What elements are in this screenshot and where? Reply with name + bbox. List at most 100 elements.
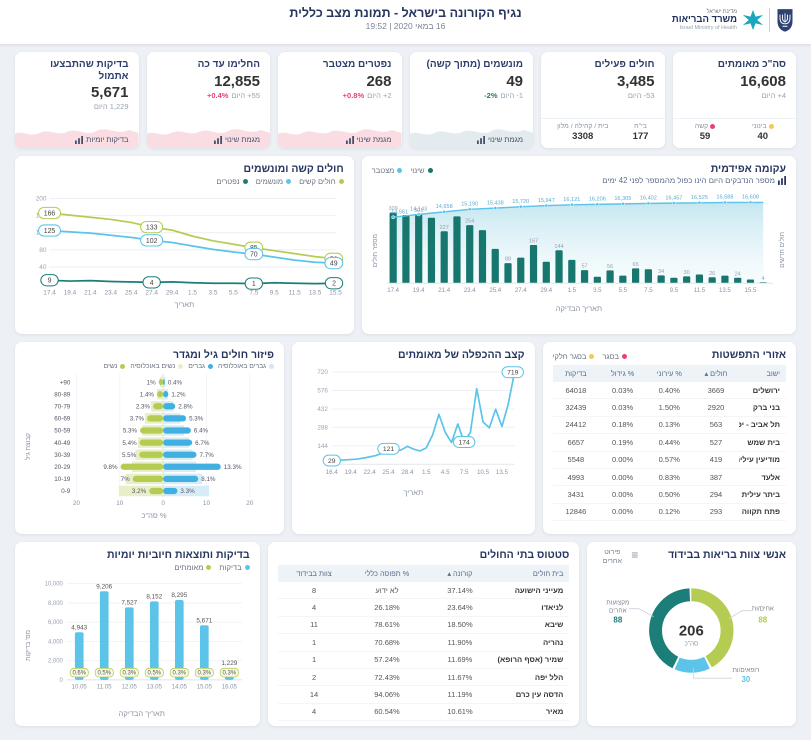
spread-row-6[interactable]: ביתר עילית 294 0.50% 0.00% 3431 [552, 485, 786, 504]
epi-bar-23[interactable] [682, 276, 690, 284]
kpi-trend-button[interactable]: בדיקות יומיות [75, 135, 129, 144]
line-dot[interactable] [518, 204, 523, 209]
test-bar-4[interactable] [174, 600, 184, 680]
spread-header-2[interactable]: % עירוני [645, 365, 693, 382]
epi-bar-25[interactable] [708, 277, 716, 284]
cumulative-line[interactable] [392, 201, 763, 218]
men-bar[interactable] [163, 463, 221, 470]
line-dot[interactable] [722, 200, 727, 205]
men-bar[interactable] [163, 439, 193, 446]
legend-item[interactable]: נשים [104, 363, 126, 370]
line-dot[interactable] [390, 215, 395, 220]
epi-bar-9[interactable] [504, 263, 512, 284]
epi-bar-27[interactable] [733, 277, 742, 284]
hospital-row-4[interactable]: שמיר (אסף הרופא) 11.69% 57.24% 1 [277, 651, 570, 669]
epi-bar-6[interactable] [465, 225, 474, 284]
hospital-row-1[interactable]: לניאדו 23.64% 26.18% 4 [277, 598, 570, 617]
epi-bar-2[interactable] [414, 214, 422, 284]
epi-bar-19[interactable] [631, 268, 639, 284]
men-bar[interactable] [163, 403, 176, 410]
legend-item[interactable]: בסגר חלקי [553, 352, 595, 361]
epi-bar-20[interactable] [644, 269, 652, 284]
men-bar[interactable] [163, 427, 191, 434]
epi-bar-7[interactable] [478, 230, 486, 284]
women-bar[interactable] [147, 415, 164, 422]
hospital-row-7[interactable]: מאיר 10.61% 60.54% 4 [277, 703, 570, 722]
spread-row-1[interactable]: בני ברק 2920 1.50% 0.03% 32439 [552, 398, 786, 417]
epi-bar-16[interactable] [593, 276, 601, 284]
legend-item[interactable]: מאומתים [174, 563, 212, 572]
epi-bar-22[interactable] [669, 277, 678, 284]
women-bar[interactable] [139, 439, 164, 446]
kpi-trend-button[interactable]: מגמת שינוי [214, 135, 260, 144]
hospital-row-0[interactable]: מעייני הישועה 37.14% לא ידוע 8 [277, 582, 570, 600]
legend-item[interactable]: בדיקות [219, 563, 250, 572]
legend-item[interactable]: נפטרים [216, 177, 248, 186]
men-bar[interactable] [163, 451, 197, 458]
test-bar-2[interactable] [124, 607, 134, 680]
women-bar[interactable] [158, 378, 164, 386]
spread-header-3[interactable]: % גידול [599, 365, 646, 382]
line-dot[interactable] [442, 210, 446, 214]
epi-bar-12[interactable] [542, 261, 550, 284]
epi-bar-5[interactable] [453, 216, 461, 284]
donut-slice-1[interactable] [649, 587, 734, 673]
women-bar[interactable] [132, 475, 164, 483]
women-bar[interactable] [157, 391, 164, 398]
epi-bar-18[interactable] [618, 275, 627, 284]
spread-row-5[interactable]: אלעד 387 0.83% 0.00% 4993 [552, 468, 786, 487]
epi-bar-8[interactable] [491, 248, 499, 284]
men-bar[interactable] [163, 415, 187, 422]
line-dot[interactable] [748, 200, 753, 205]
men-bar[interactable] [163, 378, 165, 386]
epi-bar-10[interactable] [516, 257, 525, 284]
series-line[interactable] [48, 279, 337, 285]
spread-row-2[interactable]: תל אביב - יפו5630.13%0.18%24412 [552, 416, 786, 435]
spread-row-7[interactable]: פתח תקווה 293 0.12% 0.00% 12846 [552, 503, 786, 522]
epi-bar-4[interactable] [440, 231, 448, 284]
hospital-header-3[interactable]: צוות בבידוד [277, 565, 351, 582]
hospital-row-6[interactable]: הדסה עין כרם 11.19% 94.06% 14 [277, 685, 570, 704]
hospital-row-5[interactable]: הלל יפה 11.67% 72.43% 2 [277, 668, 570, 687]
series-line[interactable] [48, 229, 337, 264]
epi-bar-28[interactable] [746, 279, 754, 284]
test-bar-5[interactable] [200, 625, 209, 680]
donut-menu-label[interactable]: פירוט אחרים [602, 549, 622, 565]
line-dot[interactable] [595, 202, 599, 207]
legend-item[interactable]: מונשמים [256, 177, 292, 186]
epi-bar-1[interactable] [402, 215, 410, 284]
line-dot[interactable] [493, 206, 497, 210]
men-bar[interactable] [163, 487, 178, 495]
epi-bar-21[interactable] [657, 275, 665, 284]
hospital-header-0[interactable]: בית חולים [496, 565, 570, 582]
epi-bar-14[interactable] [567, 259, 576, 284]
legend-item[interactable]: בסגר [602, 352, 627, 361]
epi-bar-24[interactable] [695, 274, 703, 284]
epi-bar-15[interactable] [580, 270, 588, 284]
line-dot[interactable] [467, 207, 472, 212]
men-bar[interactable] [163, 475, 199, 483]
spread-header-4[interactable]: בדיקות [552, 365, 600, 382]
legend-item[interactable]: מצטבר [372, 166, 403, 175]
line-dot[interactable] [646, 201, 650, 206]
series-line[interactable] [48, 212, 337, 260]
spread-header-1[interactable]: חולים ▴ [692, 365, 740, 382]
women-bar[interactable] [120, 463, 164, 470]
epi-bar-0[interactable] [389, 212, 397, 284]
epi-bar-26[interactable] [721, 275, 729, 284]
epi-bar-17[interactable] [606, 270, 614, 284]
women-bar[interactable] [139, 451, 164, 458]
test-bar-3[interactable] [149, 601, 159, 680]
line-dot[interactable] [569, 202, 574, 207]
donut-slice-2[interactable] [649, 587, 734, 673]
line-dot[interactable] [620, 202, 625, 206]
hamburger-menu-icon[interactable]: ≡ [631, 548, 639, 562]
epi-bar-11[interactable] [529, 245, 537, 284]
doubling-line[interactable] [331, 371, 516, 462]
spread-row-0[interactable]: ירושלים 3669 0.40% 0.03% 64018 [552, 382, 786, 400]
women-bar[interactable] [140, 427, 164, 434]
line-dot[interactable] [416, 212, 421, 217]
line-dot[interactable] [544, 203, 548, 208]
spread-header-0[interactable]: ישוב [739, 365, 786, 382]
kpi-trend-button[interactable]: מגמת שינוי [345, 135, 392, 144]
